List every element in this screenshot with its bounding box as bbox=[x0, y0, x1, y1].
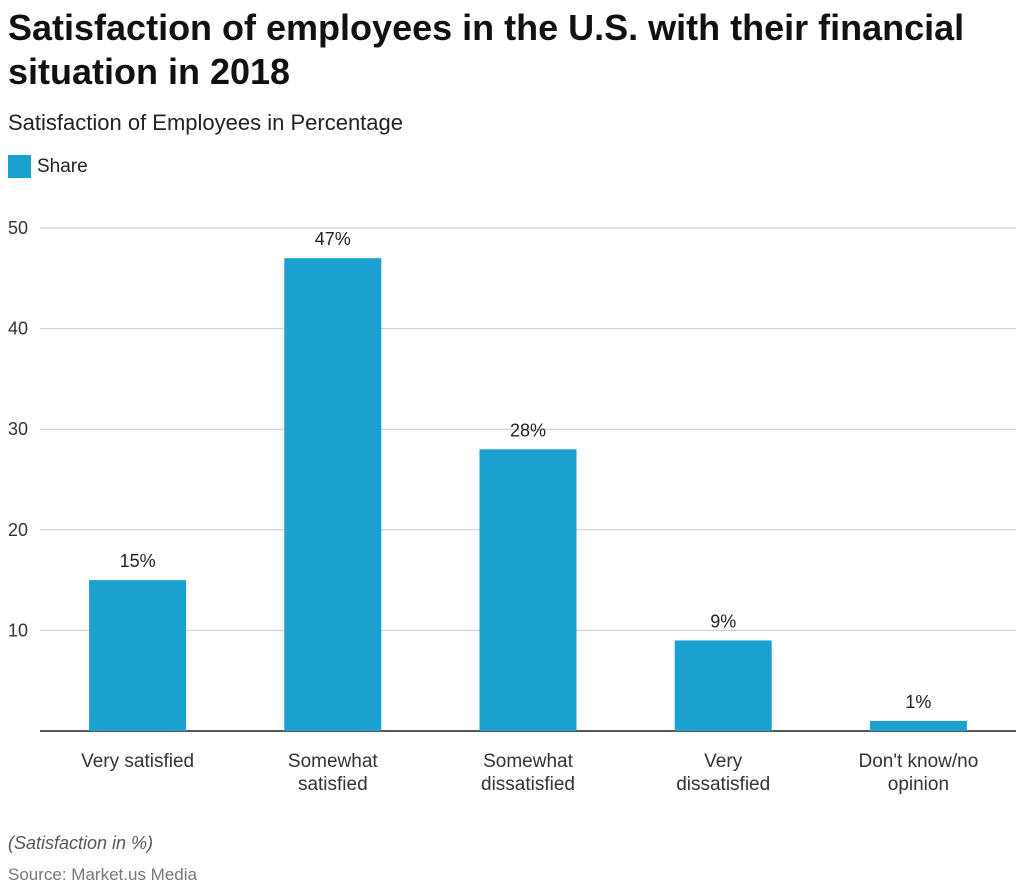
bars bbox=[89, 258, 967, 731]
data-label: 15% bbox=[120, 551, 156, 571]
bar bbox=[674, 640, 772, 731]
legend: Share bbox=[8, 155, 88, 178]
chart-source: Source: Market.us Media bbox=[8, 865, 197, 884]
x-tick-label: Somewhat dissatisfied bbox=[481, 751, 575, 795]
chart-subtitle: Satisfaction of Employees in Percentage bbox=[8, 110, 404, 135]
data-label: 9% bbox=[710, 611, 736, 631]
y-tick-label: 40 bbox=[8, 319, 28, 339]
x-tick-label: Very dissatisfied bbox=[676, 751, 770, 795]
y-tick-label: 30 bbox=[8, 419, 28, 439]
chart-note: (Satisfaction in %) bbox=[8, 833, 154, 853]
data-label: 1% bbox=[905, 692, 931, 712]
x-tick-label: Somewhat satisfied bbox=[288, 751, 378, 795]
x-tick-label: Don't know/no opinion bbox=[858, 751, 978, 795]
y-tick-label: 10 bbox=[8, 620, 28, 640]
data-label: 47% bbox=[315, 229, 351, 249]
labels: 10 20 30 40 50 15% Very satisfied 47% Somewhat sa… bbox=[8, 218, 978, 795]
legend-label: Share bbox=[37, 156, 88, 177]
y-tick-label: 20 bbox=[8, 520, 28, 540]
bar bbox=[89, 580, 187, 731]
data-label: 28% bbox=[510, 420, 546, 440]
y-tick-label: 50 bbox=[8, 218, 28, 238]
x-tick-label: Very satisfied bbox=[81, 751, 194, 772]
bar bbox=[284, 258, 382, 731]
bar bbox=[479, 449, 577, 731]
bar bbox=[869, 720, 967, 731]
chart-title: Satisfaction of employees in the U.S. wi… bbox=[8, 7, 965, 92]
legend-swatch bbox=[8, 155, 31, 178]
